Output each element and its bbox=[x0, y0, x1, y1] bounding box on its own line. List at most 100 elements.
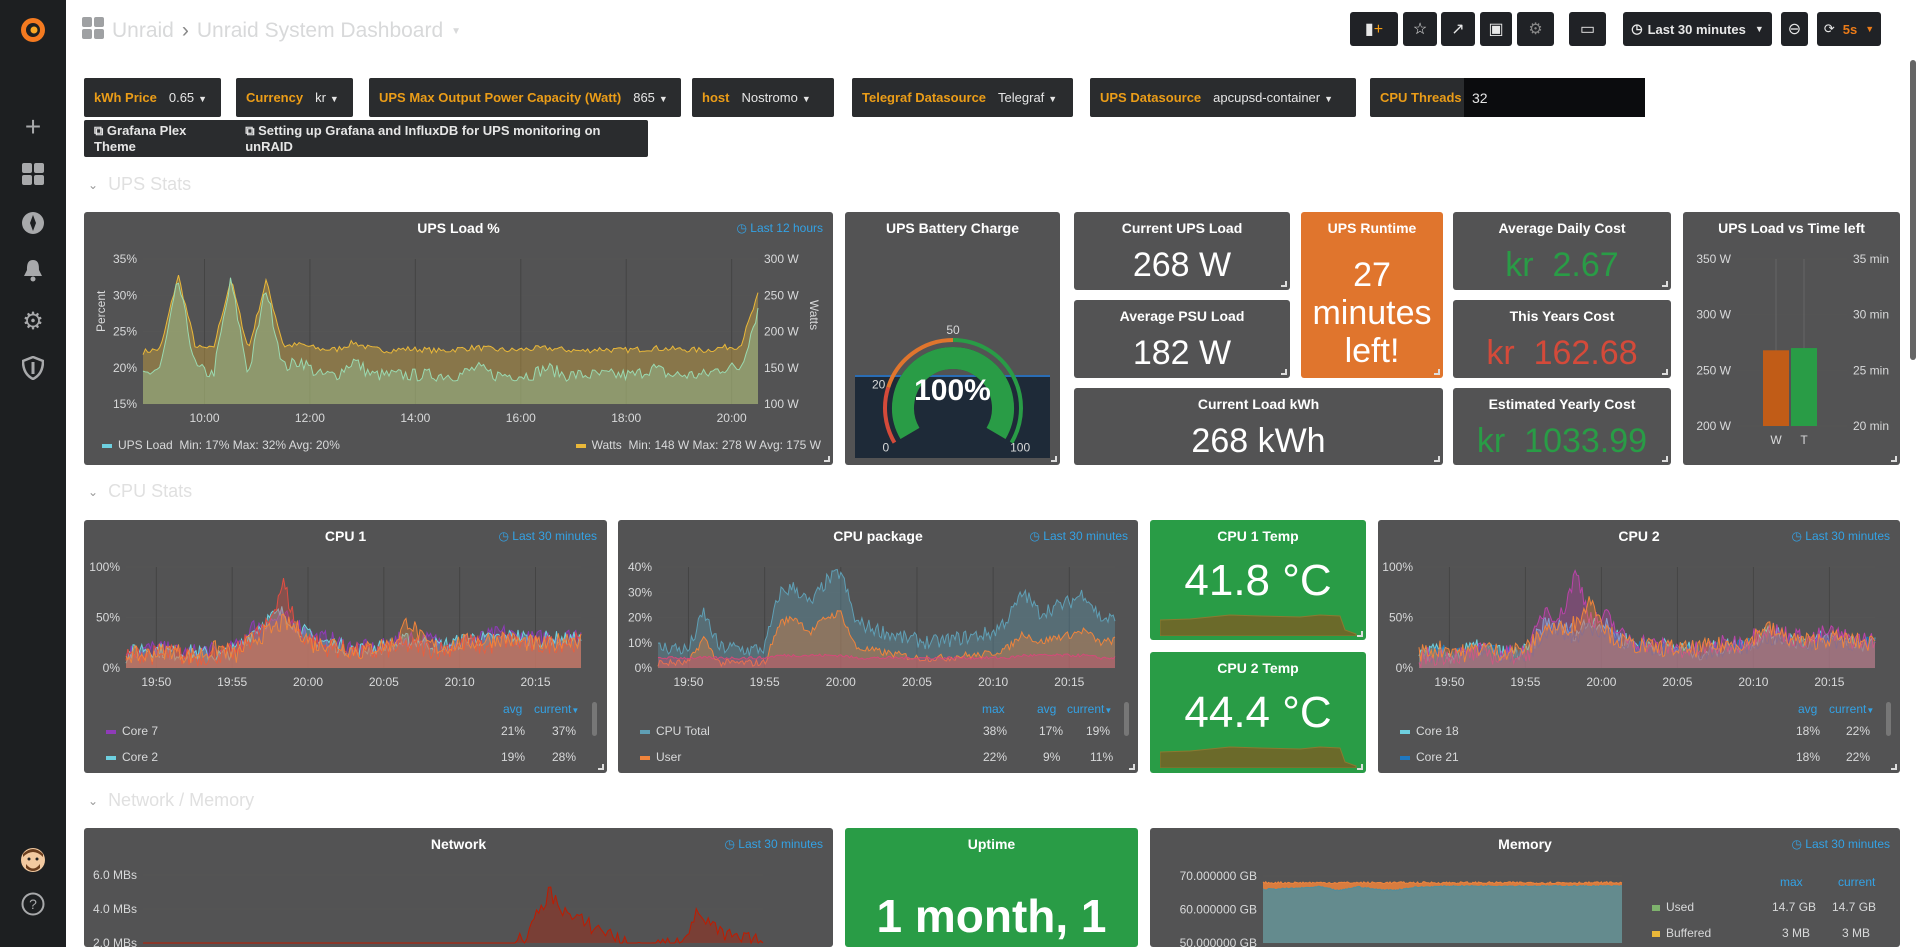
variable-value[interactable]: 865 ▼ bbox=[633, 90, 668, 105]
panel-title[interactable]: CPU 1 Temp bbox=[1217, 528, 1299, 544]
resize-handle[interactable] bbox=[1434, 369, 1440, 375]
configuration-gear-icon[interactable]: ⚙ bbox=[22, 308, 44, 335]
legend-row[interactable]: Used bbox=[1652, 900, 1694, 914]
resize-handle[interactable] bbox=[1129, 764, 1135, 770]
breadcrumb-folder-link[interactable]: Unraid bbox=[112, 19, 174, 42]
panel-title[interactable]: UPS Load % bbox=[417, 220, 500, 236]
series-line-series-3 bbox=[1418, 596, 1876, 663]
create-plus-icon[interactable]: + bbox=[24, 111, 42, 142]
variable-kwh-price[interactable]: kWh Price 0.65 ▼ bbox=[84, 78, 221, 117]
legend-item-ups-load[interactable]: UPS Load Min: 17% Max: 32% Avg: 20% bbox=[102, 438, 340, 452]
variable-value[interactable]: kr ▼ bbox=[315, 90, 339, 105]
star-dashboard-button[interactable]: ☆ bbox=[1403, 12, 1437, 46]
y-tick-label: 0% bbox=[1396, 661, 1414, 675]
panel-title[interactable]: CPU 2 Temp bbox=[1217, 660, 1299, 676]
user-avatar[interactable] bbox=[0, 847, 66, 881]
refresh-interval-picker[interactable]: 5s bbox=[1842, 21, 1858, 37]
legend-sort-current[interactable]: current bbox=[1838, 875, 1876, 889]
legend-value: 22% bbox=[1846, 750, 1871, 764]
legend-scrollbar[interactable] bbox=[1124, 702, 1129, 736]
panel-title[interactable]: CPU package bbox=[833, 528, 923, 544]
resize-handle[interactable] bbox=[1891, 764, 1897, 770]
chevron-down-icon[interactable]: ▼ bbox=[451, 25, 462, 37]
row-header-cpu-stats[interactable]: ⌄ CPU Stats bbox=[88, 481, 193, 501]
zoom-out-button[interactable]: ⊖ bbox=[1781, 12, 1808, 46]
cpu-threads-input[interactable] bbox=[1464, 78, 1645, 117]
resize-handle[interactable] bbox=[1662, 456, 1668, 462]
variable-currency[interactable]: Currency kr ▼ bbox=[236, 78, 353, 117]
panel-title[interactable]: Average PSU Load bbox=[1119, 308, 1245, 324]
panel-title[interactable]: Uptime bbox=[967, 836, 1016, 852]
alerting-bell-icon[interactable] bbox=[0, 258, 66, 290]
legend-row[interactable]: User bbox=[640, 750, 681, 764]
legend-sort-avg[interactable]: avg bbox=[1037, 702, 1057, 716]
panel-title[interactable]: UPS Runtime bbox=[1327, 220, 1417, 236]
server-admin-shield-icon[interactable] bbox=[0, 355, 66, 388]
panel-title[interactable]: Current Load kWh bbox=[1197, 396, 1320, 412]
panel-title[interactable]: UPS Battery Charge bbox=[885, 220, 1020, 236]
dashboard-link[interactable]: ⧉ Grafana Plex Theme bbox=[94, 123, 187, 154]
variable-ups-datasource[interactable]: UPS Datasource apcupsd-container ▼ bbox=[1090, 78, 1356, 117]
dashboards-icon[interactable] bbox=[0, 163, 66, 193]
variable-ups-max-output[interactable]: UPS Max Output Power Capacity (Watt) 865 ▼ bbox=[369, 78, 681, 117]
legend-sort-avg[interactable]: avg bbox=[1798, 702, 1818, 716]
grafana-logo-icon[interactable] bbox=[0, 15, 66, 53]
row-header-network-memory[interactable]: ⌄ Network / Memory bbox=[88, 790, 255, 810]
legend-sort-avg[interactable]: avg bbox=[503, 702, 523, 716]
tv-mode-button[interactable]: ▭ bbox=[1569, 12, 1606, 46]
resize-handle[interactable] bbox=[1281, 369, 1287, 375]
variable-value[interactable]: Telegraf ▼ bbox=[998, 90, 1058, 105]
panel-title[interactable]: Network bbox=[430, 836, 487, 852]
row-header-ups-stats[interactable]: ⌄ UPS Stats bbox=[88, 174, 192, 194]
settings-button[interactable]: ⚙ bbox=[1517, 12, 1554, 46]
resize-handle[interactable] bbox=[1357, 631, 1363, 637]
panel-title[interactable]: Average Daily Cost bbox=[1498, 220, 1626, 236]
panel-title[interactable]: CPU 1 bbox=[324, 528, 367, 544]
page-scrollbar[interactable] bbox=[1910, 60, 1916, 360]
resize-handle[interactable] bbox=[1434, 456, 1440, 462]
variable-value[interactable]: Nostromo ▼ bbox=[741, 90, 811, 105]
legend-sort-current[interactable]: current▼ bbox=[1067, 702, 1113, 716]
legend-row[interactable]: Core 21 bbox=[1400, 750, 1459, 764]
resize-handle[interactable] bbox=[598, 764, 604, 770]
panel-title[interactable]: Current UPS Load bbox=[1121, 220, 1243, 236]
time-picker-button[interactable]: ◷ Last 30 minutes ▼ bbox=[1623, 12, 1772, 46]
panel-title[interactable]: Memory bbox=[1498, 836, 1552, 852]
legend-sort-max[interactable]: max bbox=[1780, 875, 1803, 889]
legend-value: 14.7 GB bbox=[1772, 900, 1817, 914]
explore-compass-icon[interactable] bbox=[0, 211, 66, 243]
variable-host[interactable]: host Nostromo ▼ bbox=[692, 78, 834, 117]
variable-value[interactable]: apcupsd-container ▼ bbox=[1213, 90, 1334, 105]
panel-title[interactable]: UPS Load vs Time left bbox=[1718, 220, 1865, 236]
resize-handle[interactable] bbox=[1051, 456, 1057, 462]
share-dashboard-button[interactable]: ↗ bbox=[1441, 12, 1475, 46]
panel-title[interactable]: CPU 2 bbox=[1618, 528, 1660, 544]
legend-row[interactable]: CPU Total bbox=[640, 724, 710, 738]
legend-sort-max[interactable]: max bbox=[982, 702, 1005, 716]
refresh-button[interactable]: ⟳ 5s ▼ bbox=[1817, 12, 1881, 46]
legend-item-watts[interactable]: Watts Min: 148 W Max: 278 W Avg: 175 W bbox=[575, 438, 821, 452]
dashboard-link[interactable]: ⧉ Setting up Grafana and InfluxDB for UP… bbox=[245, 123, 601, 154]
panel-title[interactable]: This Years Cost bbox=[1509, 308, 1615, 324]
dashboard-title-picker[interactable]: Unraid System Dashboard bbox=[196, 19, 444, 42]
resize-handle[interactable] bbox=[1662, 281, 1668, 287]
legend-sort-current[interactable]: current▼ bbox=[534, 702, 580, 716]
resize-handle[interactable] bbox=[824, 456, 830, 462]
variable-value[interactable]: 0.65 ▼ bbox=[168, 90, 208, 105]
save-dashboard-button[interactable]: ▣ bbox=[1480, 12, 1512, 46]
legend-row[interactable]: Core 18 bbox=[1400, 724, 1459, 738]
variable-telegraf-datasource[interactable]: Telegraf Datasource Telegraf ▼ bbox=[852, 78, 1073, 117]
resize-handle[interactable] bbox=[1281, 281, 1287, 287]
legend-scrollbar[interactable] bbox=[1886, 702, 1891, 736]
legend-scrollbar[interactable] bbox=[592, 702, 597, 736]
resize-handle[interactable] bbox=[1891, 456, 1897, 462]
legend-row[interactable]: Buffered bbox=[1652, 926, 1711, 940]
resize-handle[interactable] bbox=[1662, 369, 1668, 375]
legend-sort-current[interactable]: current▼ bbox=[1829, 702, 1875, 716]
resize-handle[interactable] bbox=[1357, 764, 1363, 770]
legend-row[interactable]: Core 2 bbox=[106, 750, 158, 764]
panel-title[interactable]: Estimated Yearly Cost bbox=[1488, 396, 1636, 412]
legend-row[interactable]: Core 7 bbox=[106, 724, 158, 738]
help-icon[interactable]: ? bbox=[0, 892, 66, 924]
add-panel-button[interactable]: ▮+ bbox=[1350, 12, 1398, 46]
